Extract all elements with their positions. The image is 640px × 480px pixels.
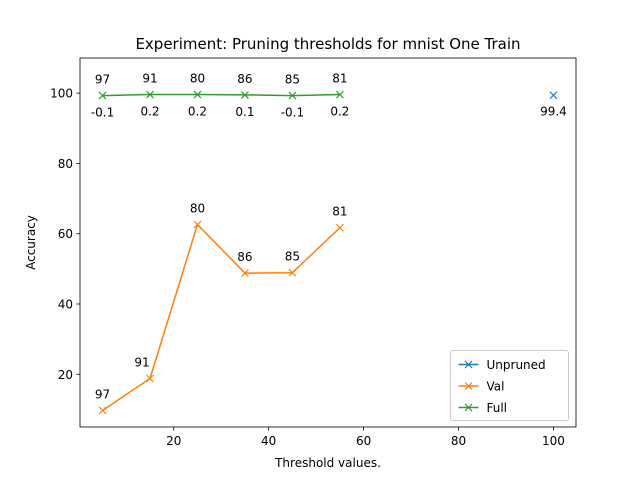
full-annotation: 85	[285, 73, 300, 87]
full-annotation: 80	[190, 72, 205, 86]
full-point	[98, 91, 107, 100]
val-annotation: 91	[134, 356, 149, 370]
val-point	[146, 374, 154, 383]
full-point	[146, 90, 154, 99]
full-annotation: 97	[95, 73, 110, 87]
legend: Unpruned Val Full	[450, 350, 569, 421]
full-annotation: 86	[237, 72, 252, 86]
full-annotation: 81	[332, 72, 347, 86]
full-delta-label: 0.1	[235, 105, 254, 119]
full-delta-label: 0.2	[330, 105, 349, 119]
legend-item-unpruned: Unpruned	[458, 358, 546, 372]
val-point	[193, 220, 202, 229]
full-delta-label: -0.1	[91, 106, 114, 120]
y-axis: 20 40 60 80 100	[50, 87, 80, 382]
full-annotation: 91	[142, 72, 157, 86]
val-series: 97 91 80 86 85 81	[95, 202, 348, 415]
x-axis-label: Threshold values.	[274, 456, 381, 470]
legend-frame	[450, 350, 569, 421]
full-point	[288, 91, 297, 100]
legend-item-val: Val	[458, 380, 505, 394]
val-annotation: 97	[95, 387, 110, 401]
unpruned-annotation: 99.4	[540, 104, 567, 118]
axes-frame	[79, 57, 577, 428]
val-point	[241, 269, 249, 277]
legend-label-full: Full	[487, 401, 508, 415]
legend-swatch-marker	[464, 403, 473, 412]
x-axis: 20 40 60 80 100	[166, 427, 565, 448]
plot-area: 99.4 97 91 80 86 85 81 97 -0.1 91 0.2 80 0.2 86 0.1 85 -…	[91, 72, 567, 415]
val-point	[288, 268, 297, 277]
unpruned-point	[549, 91, 558, 100]
full-delta-label: 0.2	[188, 105, 207, 119]
legend-swatch-marker	[464, 360, 473, 369]
full-point	[241, 90, 249, 99]
val-line	[102, 223, 341, 412]
y-tick-label: 60	[58, 227, 73, 241]
x-tick-label: 60	[356, 434, 371, 448]
legend-label-unpruned: Unpruned	[487, 358, 546, 372]
val-annotation: 86	[237, 250, 252, 264]
y-tick-label: 100	[50, 87, 73, 101]
y-tick-label: 20	[58, 368, 73, 382]
full-series: 97 -0.1 91 0.2 80 0.2 86 0.1 85 -0.1 81 0.2	[91, 72, 350, 120]
val-annotation: 80	[190, 202, 205, 216]
full-point	[193, 90, 202, 99]
unpruned-series: 99.4	[540, 91, 567, 118]
y-axis-label: Accuracy	[24, 215, 38, 270]
val-annotation: 85	[285, 250, 300, 264]
val-annotation: 81	[332, 205, 347, 219]
full-delta-label: 0.2	[140, 105, 159, 119]
full-delta-label: -0.1	[281, 106, 304, 120]
legend-label-val: Val	[487, 380, 505, 394]
y-tick-label: 80	[58, 157, 73, 171]
legend-swatch-marker	[464, 382, 473, 390]
x-tick-label: 80	[451, 434, 466, 448]
val-point	[98, 406, 107, 415]
y-tick-label: 40	[58, 298, 73, 312]
legend-item-full: Full	[458, 401, 508, 415]
full-line	[102, 93, 340, 97]
full-point	[335, 90, 344, 99]
chart-title: Experiment: Pruning thresholds for mnist…	[135, 35, 520, 53]
x-tick-label: 40	[261, 434, 276, 448]
val-point	[335, 223, 344, 232]
x-tick-label: 20	[166, 434, 181, 448]
x-tick-label: 100	[542, 434, 565, 448]
